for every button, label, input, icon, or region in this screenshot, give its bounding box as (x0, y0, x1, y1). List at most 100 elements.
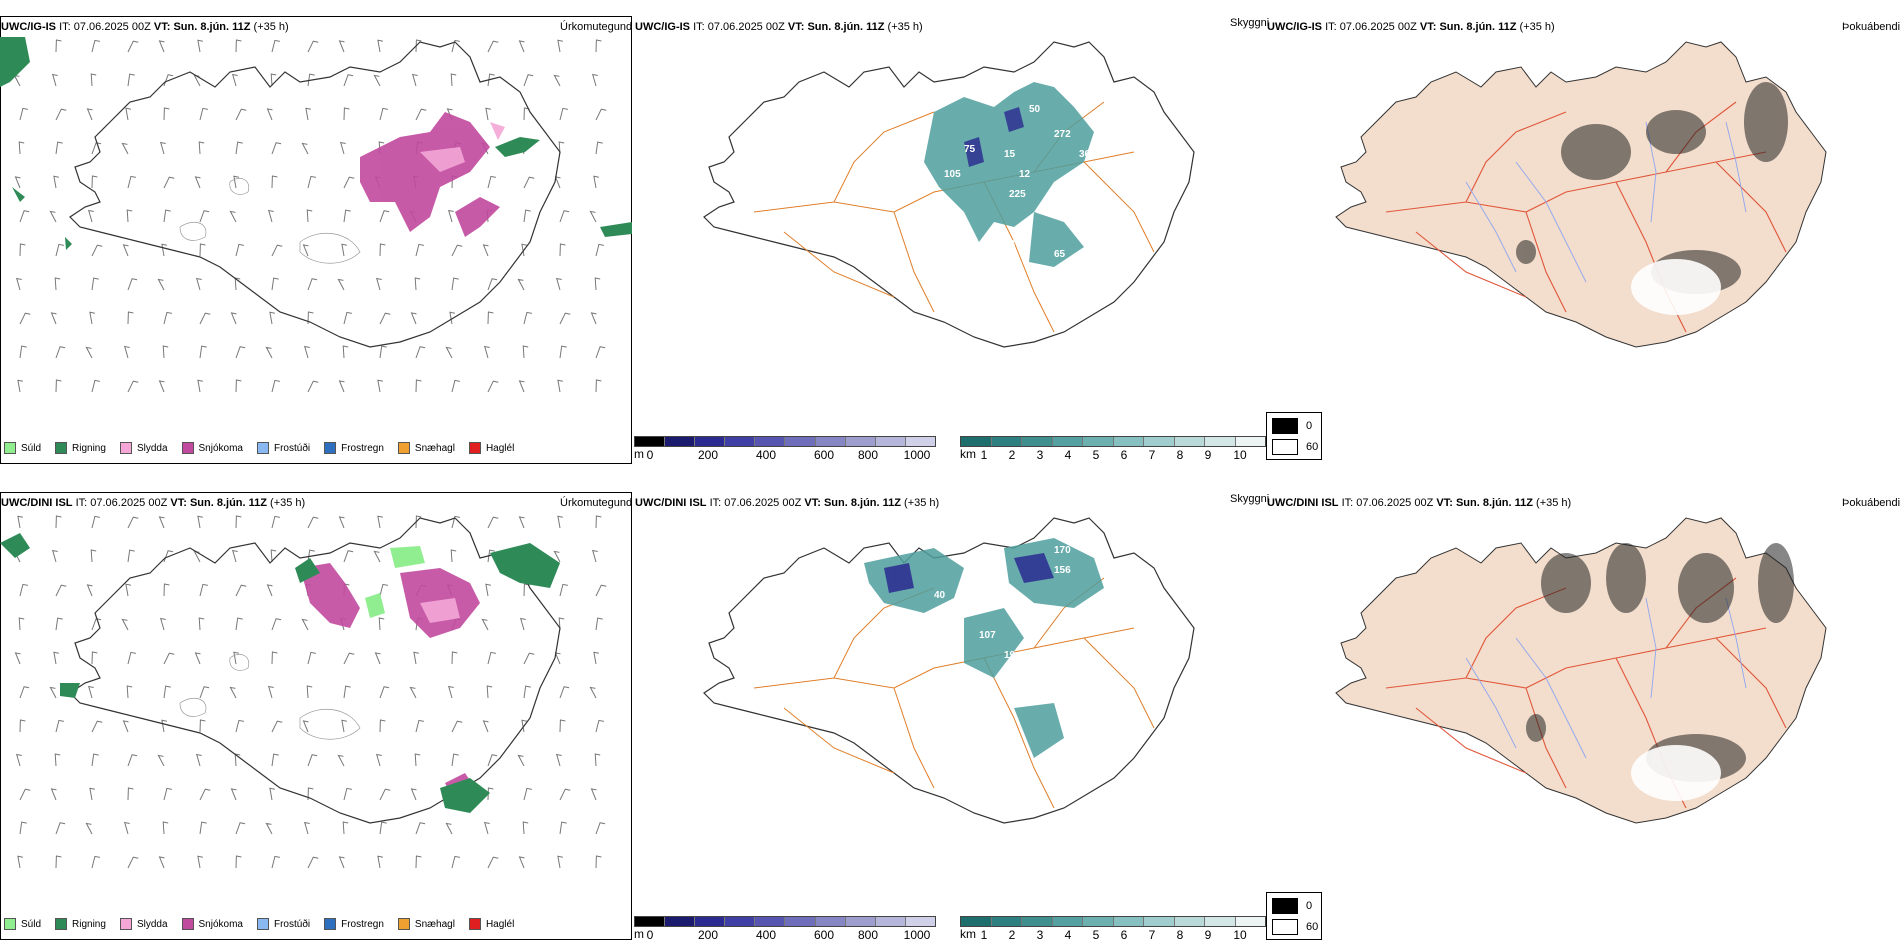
panel-title-precip: Úrkomutegund (560, 497, 633, 509)
legend-swatch (181, 918, 194, 930)
visibility-tick: 9 (1204, 928, 1212, 942)
legend-swatch (181, 442, 194, 454)
visibility-tick: 2 (1008, 448, 1016, 462)
legend-item-sleet: Slydda (119, 918, 168, 930)
legend-label: Frostregn (341, 918, 384, 930)
panel-header: UWC/DINI ISL IT: 07.06.2025 00Z VT: Sun.… (1, 496, 305, 510)
fog-free-glacier (1631, 259, 1721, 315)
it-value: 07.06.2025 00Z (1339, 21, 1417, 33)
ceiling-tick: 200 (697, 928, 719, 942)
legend-label: Rigning (72, 918, 106, 930)
ceiling-colorbar-cells (634, 436, 936, 447)
panel-header: UWC/IG-IS IT: 07.06.2025 00Z VT: Sun. 8.… (635, 20, 923, 34)
visibility-value-label: 65 (1054, 249, 1066, 260)
terrain-contours (179, 654, 361, 740)
visibility-value-label: 225 (1009, 189, 1026, 200)
low-ceiling-area (884, 553, 1054, 593)
iceland-outline (69, 41, 561, 348)
iceland-outline (703, 41, 1195, 348)
legend-swatch (468, 442, 481, 454)
fog-key-swatch (1272, 919, 1298, 935)
precip-type-panel-1: UWC/IG-IS IT: 07.06.2025 00Z VT: Sun. 8.… (0, 12, 632, 464)
it-value: 07.06.2025 00Z (1356, 497, 1434, 509)
visibility-unit: km (960, 927, 976, 941)
visibility-colorbar: km 1 2 3 4 5 6 7 8 9 10 (960, 436, 1266, 462)
panel-title-precip: Úrkomutegund (560, 21, 633, 33)
ceiling-tick: 0 (646, 448, 654, 462)
fog-key-label: 60 (1306, 441, 1319, 453)
visibility-tick: 7 (1148, 448, 1156, 462)
it-label: IT: (693, 21, 705, 33)
vt-label: VT: (787, 21, 805, 33)
ceiling-tick: 600 (813, 928, 835, 942)
fog-key-swatch (1272, 898, 1298, 914)
legend-item-freezing-drizzle: Frostúði (256, 918, 311, 930)
model-name: UWC/DINI ISL (635, 497, 707, 509)
legend-swatch (4, 918, 16, 930)
vt-label: VT: (1419, 21, 1437, 33)
visibility-value-label: 24 (1054, 745, 1066, 756)
low-ceiling-area (964, 107, 1024, 167)
visibility-value-label: 16 (1074, 685, 1086, 696)
legend-label: Frostúði (273, 918, 311, 930)
visibility-map: 170 156 142 143 107 40 19 16 23 24 (703, 517, 1195, 824)
legend-item-rain: Rigning (55, 918, 106, 930)
legend-swatch (324, 918, 337, 930)
fog-key-item: 60 (1272, 439, 1321, 455)
legend-label: Haglél (485, 442, 515, 454)
visibility-tick: 2 (1008, 928, 1016, 942)
visibility-value-label: 18 (1004, 239, 1016, 250)
iceland-fill (1335, 41, 1827, 348)
legend-label: Snjókoma (198, 918, 243, 930)
visibility-value-label: 105 (944, 169, 961, 180)
legend-swatch (256, 918, 269, 930)
ceiling-unit: m (634, 927, 644, 941)
fog-key-item: 0 (1272, 898, 1321, 914)
it-label: IT: (709, 497, 722, 509)
visibility-tick: 3 (1036, 448, 1044, 462)
road-network (1385, 577, 1787, 809)
visibility-tick: 6 (1120, 928, 1128, 942)
fog-key: 0 60 (1266, 892, 1322, 940)
ceiling-tick: 400 (755, 928, 777, 942)
model-name: UWC/IG-IS (635, 21, 690, 33)
ceiling-colorbar: m 0 200 400 600 800 1000 (634, 436, 936, 462)
visibility-value-label: 272 (1054, 129, 1071, 140)
vt-value: Sun. 8.jún. 11Z (823, 497, 901, 509)
precip-map-frame (0, 16, 632, 464)
precip-legend: Súld Rigning Slydda Snjókoma Frostúði Fr… (4, 442, 528, 454)
legend-item-graupel: Snæhagl (397, 918, 455, 930)
rivers (1465, 597, 1747, 759)
legend-swatch (55, 918, 68, 930)
fog-key-label: 0 (1306, 420, 1313, 432)
legend-item-rain: Rigning (55, 442, 106, 454)
visibility-value-label: 75 (964, 144, 976, 155)
visibility-tick: 4 (1064, 448, 1072, 462)
visibility-colorbar-cells (960, 436, 1266, 447)
visibility-tick: 10 (1233, 928, 1247, 942)
sleet-area (420, 598, 460, 623)
visibility-colorbar-cells (960, 916, 1266, 927)
fog-panel-1: UWC/IG-IS IT: 07.06.2025 00Z VT: Sun. 8.… (1266, 12, 1900, 464)
ceiling-tick: 200 (697, 448, 719, 462)
visibility-tick: 7 (1148, 928, 1156, 942)
it-value: 07.06.2025 00Z (90, 497, 168, 509)
visibility-tick: 6 (1120, 448, 1128, 462)
lead-time: (+35 h) (1536, 497, 1572, 509)
legend-label: Snæhagl (414, 918, 455, 930)
precip-map (0, 37, 632, 393)
ceiling-unit: m (634, 447, 644, 461)
visibility-value-label: 143 (1024, 625, 1041, 636)
rain-area (0, 533, 560, 813)
ceiling-tick: 800 (857, 928, 879, 942)
visibility-tick: 1 (980, 448, 988, 462)
legend-item-drizzle: Súld (4, 442, 41, 454)
legend-item-freezing-rain: Frostregn (324, 442, 384, 454)
legend-item-freezing-rain: Frostregn (324, 918, 384, 930)
fog-free-glacier (1631, 745, 1721, 801)
legend-item-freezing-drizzle: Frostúði (256, 442, 310, 454)
row-1: UWC/IG-IS IT: 07.06.2025 00Z VT: Sun. 8.… (0, 0, 1900, 470)
vt-value: Sun. 8.jún. 11Z (1439, 21, 1517, 33)
legend-swatch (468, 918, 481, 930)
